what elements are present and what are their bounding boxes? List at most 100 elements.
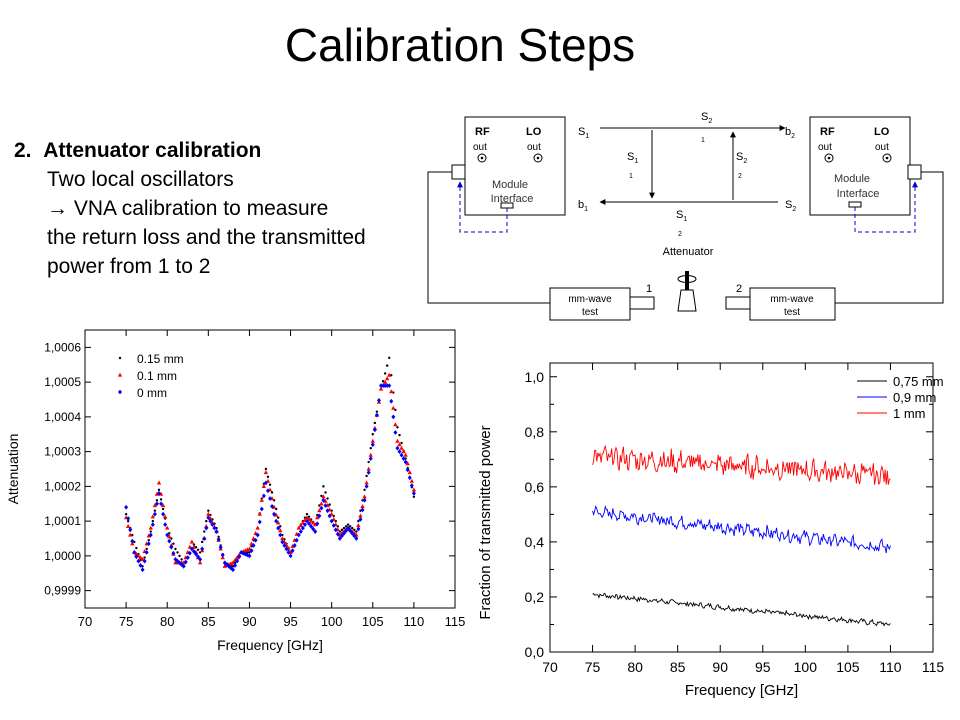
data-point xyxy=(160,503,166,508)
data-point xyxy=(144,550,149,555)
data-point xyxy=(268,483,272,486)
data-point xyxy=(348,528,353,534)
data-point xyxy=(237,554,242,560)
data-point xyxy=(208,516,213,521)
data-point xyxy=(142,558,147,564)
data-point xyxy=(135,546,138,550)
data-point xyxy=(203,530,206,533)
data-point xyxy=(310,520,316,525)
data-point xyxy=(290,548,295,554)
data-point xyxy=(348,525,352,528)
y-tick-label: 1,0005 xyxy=(44,375,81,389)
data-point xyxy=(313,522,318,527)
data-point xyxy=(367,460,370,464)
data-point xyxy=(261,493,266,499)
data-point xyxy=(304,515,310,520)
data-point xyxy=(163,522,168,527)
data-point xyxy=(138,555,143,560)
data-point xyxy=(155,499,159,502)
data-point xyxy=(220,552,225,558)
data-point xyxy=(179,562,184,567)
attenuator-label: Attenuator xyxy=(663,246,714,258)
data-point xyxy=(342,526,346,530)
data-point xyxy=(333,527,338,533)
data-point xyxy=(384,376,390,381)
data-point xyxy=(128,532,133,537)
data-point xyxy=(302,522,307,527)
svg-text:mm-wave: mm-wave xyxy=(770,294,814,305)
data-point xyxy=(296,525,301,530)
data-point xyxy=(279,525,282,528)
data-point xyxy=(263,470,269,475)
b2-label: b2 xyxy=(785,126,795,140)
data-point xyxy=(266,475,270,479)
data-point xyxy=(327,513,332,519)
data-point xyxy=(288,553,293,559)
y-tick-label: 1,0 xyxy=(525,369,545,385)
data-point xyxy=(358,513,363,518)
y-tick-label: 0,6 xyxy=(525,479,545,495)
data-point xyxy=(350,530,355,536)
data-point xyxy=(395,438,400,443)
data-point xyxy=(305,518,309,524)
data-point xyxy=(298,529,303,534)
data-point xyxy=(411,490,416,496)
bullet-block: 2. Attenuator calibration Two local osci… xyxy=(14,136,366,281)
s21-sub2: 1 xyxy=(701,137,705,144)
y-tick-label: 1,0006 xyxy=(44,340,81,354)
data-point xyxy=(241,550,246,556)
x-tick-label: 80 xyxy=(627,659,643,675)
data-point xyxy=(403,459,408,465)
data-point xyxy=(374,412,379,418)
data-point xyxy=(381,380,385,383)
data-point xyxy=(385,364,389,367)
data-point xyxy=(381,383,386,388)
data-point xyxy=(138,563,143,568)
right-module-interface: RF LO out out Module Interface xyxy=(809,116,922,216)
data-point xyxy=(126,516,131,521)
data-point xyxy=(362,497,367,503)
y-tick-label: 1,0003 xyxy=(44,445,81,459)
x-tick-label: 110 xyxy=(404,614,425,629)
data-point xyxy=(191,549,196,554)
data-point xyxy=(296,532,301,538)
data-point xyxy=(355,530,358,533)
bullet-line-1: Two local oscillators xyxy=(47,168,234,191)
data-point xyxy=(364,480,369,485)
data-point xyxy=(168,532,171,535)
data-point xyxy=(364,483,369,489)
data-point xyxy=(311,526,316,532)
legend-label: 0,75 mm xyxy=(893,374,944,389)
s11-label: S1 xyxy=(627,151,638,165)
data-point xyxy=(313,529,318,534)
data-point xyxy=(145,547,148,551)
data-point xyxy=(320,494,323,498)
data-point xyxy=(124,504,129,510)
data-point xyxy=(189,546,194,552)
port-2-label: 2 xyxy=(736,283,742,295)
left-rf-label: RF xyxy=(475,126,490,138)
data-point xyxy=(148,525,153,530)
data-point xyxy=(212,525,217,531)
data-point xyxy=(271,504,277,509)
data-point xyxy=(197,560,203,565)
data-point xyxy=(321,497,326,503)
s22-label: S2 xyxy=(736,151,747,165)
x-tick-label: 70 xyxy=(78,614,92,629)
data-point xyxy=(397,449,402,455)
data-point xyxy=(276,525,281,531)
data-point xyxy=(158,491,164,496)
data-point xyxy=(308,518,314,523)
data-point xyxy=(401,449,406,454)
data-point xyxy=(153,509,157,512)
data-point xyxy=(273,512,279,517)
legend-label: 0.15 mm xyxy=(137,352,184,366)
data-point xyxy=(284,546,289,552)
port-1-label: 1 xyxy=(646,283,652,295)
data-point xyxy=(257,519,262,525)
data-point xyxy=(382,379,388,384)
data-point xyxy=(161,507,165,511)
data-point xyxy=(162,514,168,519)
data-point xyxy=(400,441,403,445)
left-lo-label: LO xyxy=(526,126,542,138)
